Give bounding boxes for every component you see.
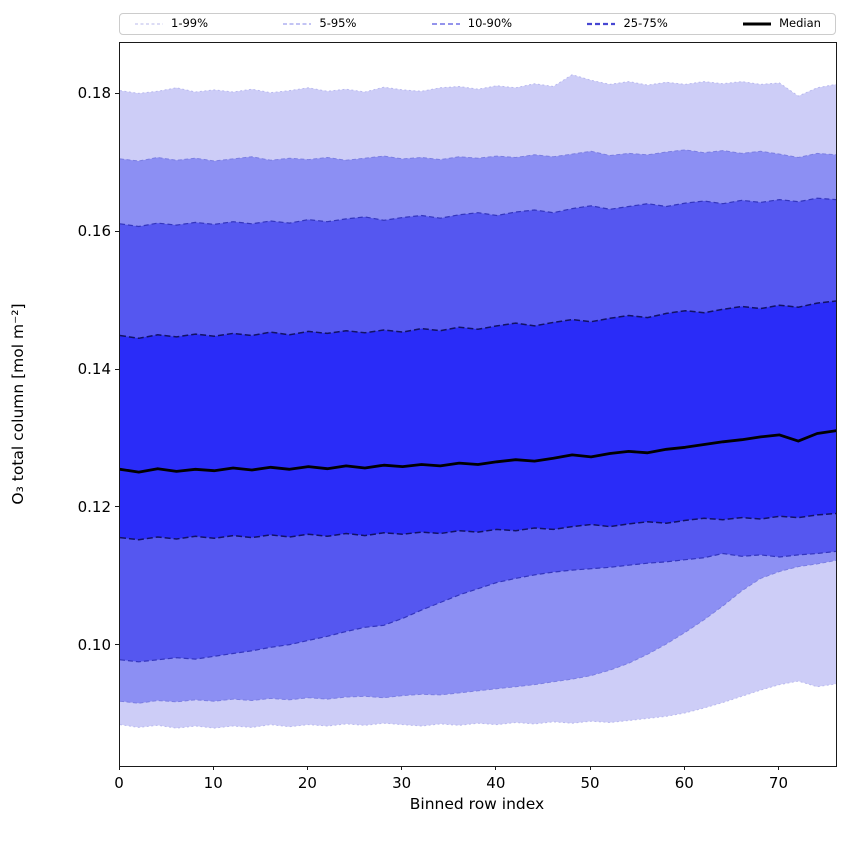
legend-item-10-90%: 10-90% (431, 18, 512, 30)
x-tick-label: 30 (392, 774, 412, 792)
x-tick (306, 766, 308, 770)
legend-item-1-99%: 1-99% (134, 18, 208, 30)
legend-label: 1-99% (171, 16, 209, 31)
y-tick-label: 0.18 (77, 84, 111, 103)
legend-line-sample (431, 23, 460, 25)
y-tick-label: 0.14 (77, 360, 111, 378)
legend-line-sample (283, 23, 312, 25)
x-tick-label: 50 (580, 774, 600, 792)
y-tick (115, 230, 119, 232)
legend-label: 5-95% (319, 16, 357, 31)
legend-label: Median (779, 16, 821, 31)
x-tick (589, 766, 591, 770)
x-tick-label: 60 (674, 774, 694, 792)
band-edge-10-90%-lower (120, 550, 836, 663)
band-edge-10-90%-upper (120, 197, 836, 228)
plot-area (119, 42, 837, 767)
legend: 1-99% 5-95% 10-90% 25-75% Median (119, 13, 836, 35)
y-tick-label: 0.16 (77, 222, 111, 241)
legend-line-sample (587, 22, 616, 26)
band-fill-25-75% (120, 301, 836, 540)
median-line (120, 429, 836, 474)
band-edge-25-75%-upper (120, 300, 836, 340)
x-tick (118, 766, 120, 770)
x-tick-label: 70 (768, 774, 789, 792)
band-edge-5-95%-lower (120, 559, 836, 704)
y-tick-label: 0.12 (77, 497, 111, 516)
y-axis-label: O₃ total column [mol m⁻²] (9, 303, 27, 505)
fan-chart-svg (120, 74, 836, 729)
x-tick (401, 766, 403, 770)
y-tick (115, 92, 119, 94)
x-axis-label: Binned row index (409, 795, 545, 813)
x-tick (683, 766, 685, 770)
legend-item-25-75%: 25-75% (586, 16, 668, 31)
band-edge-5-95%-upper (120, 149, 836, 162)
legend-line-sample (743, 22, 772, 26)
x-tick (495, 766, 497, 770)
x-tick-label: 20 (297, 774, 317, 792)
y-tick (115, 506, 119, 508)
legend-label: 10-90% (467, 16, 513, 31)
y-tick (115, 644, 119, 646)
y-tick (115, 368, 119, 370)
x-tick-label: 0 (114, 774, 124, 792)
legend-item-Median: Median (742, 18, 821, 30)
x-tick-label: 40 (486, 774, 506, 792)
legend-line-sample (135, 23, 163, 25)
band-edge-1-99%-lower (120, 680, 836, 729)
band-edge-1-99%-upper (120, 74, 836, 97)
x-tick (212, 766, 214, 770)
x-tick-label: 10 (203, 774, 223, 792)
band-edge-25-75%-lower (120, 512, 836, 541)
y-tick-label: 0.10 (77, 635, 111, 654)
legend-item-5-95%: 5-95% (282, 18, 356, 30)
x-tick (777, 766, 779, 770)
legend-label: 25-75% (623, 16, 668, 31)
